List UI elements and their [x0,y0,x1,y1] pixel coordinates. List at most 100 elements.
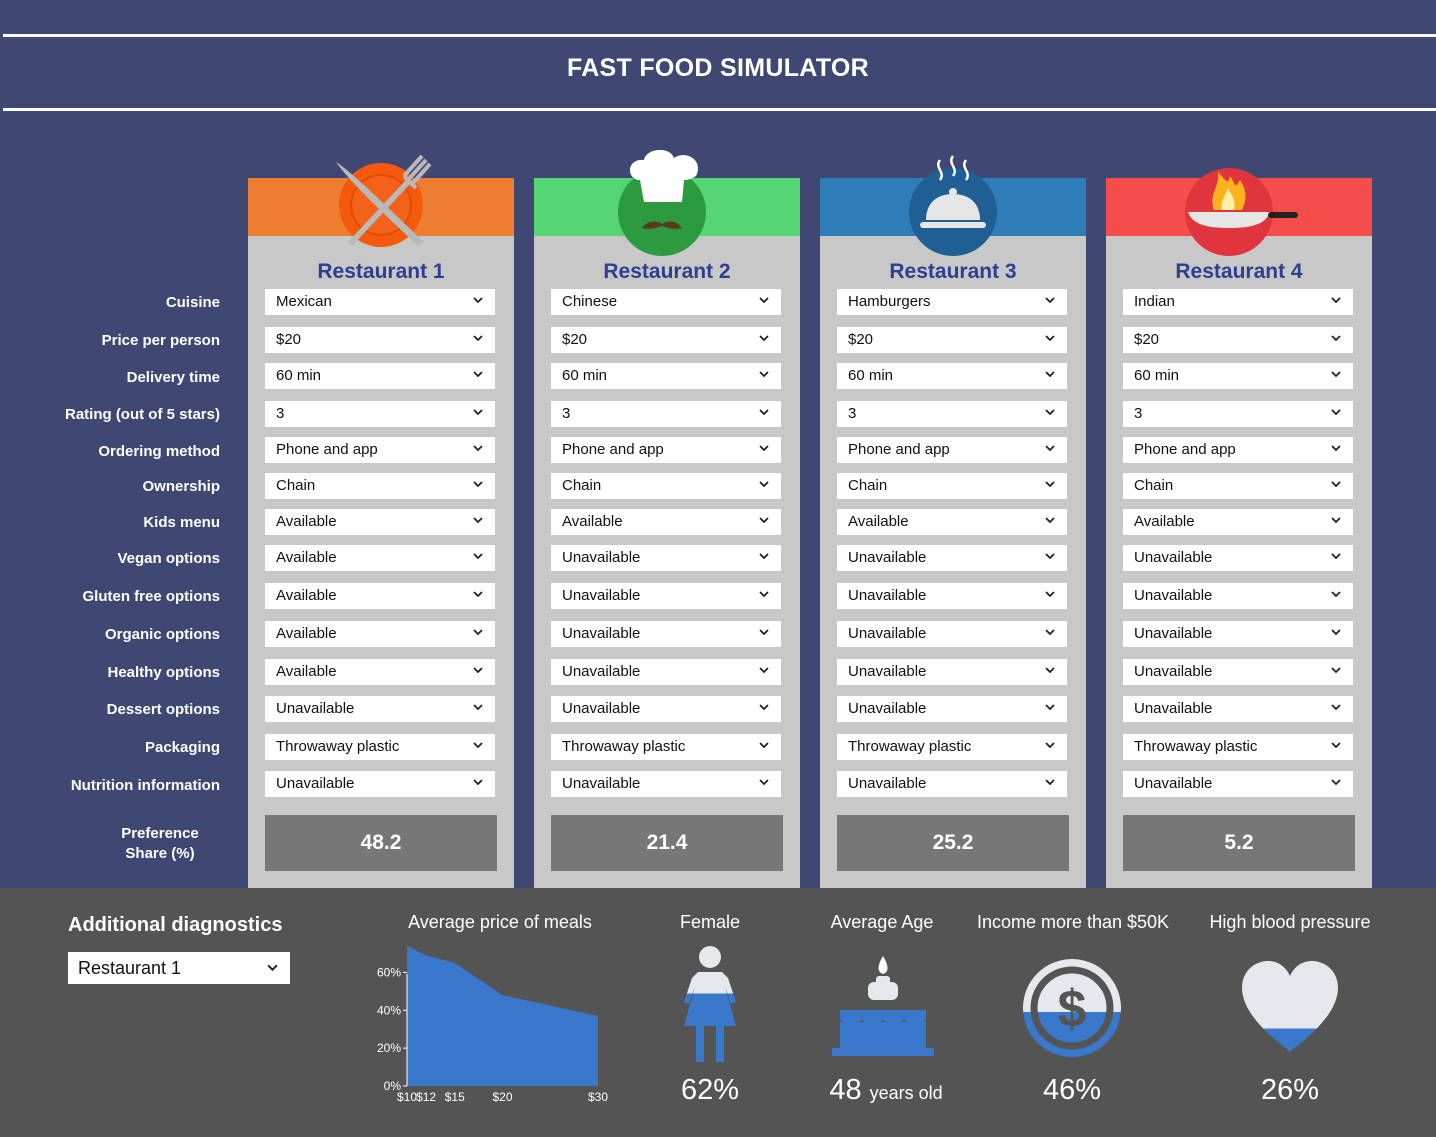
chevron-down-icon [759,445,769,452]
attribute-select[interactable]: Unavailable [551,621,781,647]
attribute-select[interactable]: Available [1123,509,1353,535]
attribute-select[interactable]: Unavailable [1123,545,1353,571]
attribute-select[interactable]: Unavailable [1123,583,1353,609]
attribute-select[interactable]: Phone and app [1123,437,1353,463]
attribute-select-value: Available [1134,513,1195,530]
attribute-select[interactable]: 3 [1123,401,1353,427]
attribute-select[interactable]: Unavailable [551,583,781,609]
attribute-select[interactable]: Unavailable [265,696,495,722]
attribute-select-value: Unavailable [848,587,927,604]
attribute-select[interactable]: Unavailable [837,545,1067,571]
attribute-select-value: 60 min [848,367,894,384]
attribute-select-value: Phone and app [848,441,950,458]
fork-knife-plate-icon [326,150,436,260]
attribute-select[interactable]: Unavailable [551,771,781,797]
chart-x-tick-label: $30 [588,1090,608,1104]
attribute-select[interactable]: Throwaway plastic [551,734,781,760]
female-value: 62% [680,1074,740,1106]
attribute-select-value: Throwaway plastic [276,738,400,755]
attribute-select-value: 60 min [276,367,322,384]
attribute-select[interactable]: Available [265,659,495,685]
attribute-select[interactable]: 3 [265,401,495,427]
attribute-select[interactable]: 60 min [551,363,781,389]
attribute-select[interactable]: Unavailable [1123,771,1353,797]
attribute-select[interactable]: Chain [265,473,495,499]
attribute-select[interactable]: Available [265,545,495,571]
attribute-select[interactable]: $20 [551,327,781,353]
attribute-select[interactable]: Hamburgers [837,289,1067,315]
attribute-select[interactable]: Chain [551,473,781,499]
attribute-select-value: Unavailable [1134,549,1213,566]
chart-y-tick-label: 0% [384,1079,402,1093]
attribute-select[interactable]: 3 [551,401,781,427]
attribute-select-value: Unavailable [1134,663,1213,680]
row-label: Price per person [101,332,220,349]
attribute-select-value: Unavailable [276,700,355,717]
attribute-select[interactable]: $20 [265,327,495,353]
attribute-select-value: Hamburgers [848,293,931,310]
preference-label-line2: Share (%) [125,845,195,862]
attribute-select[interactable]: Available [265,509,495,535]
attribute-select[interactable]: Unavailable [837,583,1067,609]
restaurant-column-1: Restaurant 1 Mexican $20 60 min 3 Phone and a… [248,154,514,888]
attribute-select[interactable]: Indian [1123,289,1353,315]
attribute-select[interactable]: Unavailable [1123,696,1353,722]
attribute-select-value: Phone and app [1134,441,1236,458]
attribute-select-value: 3 [562,405,571,422]
attribute-select[interactable]: Phone and app [265,437,495,463]
attribute-select[interactable]: Unavailable [837,771,1067,797]
attribute-select[interactable]: $20 [1123,327,1353,353]
chevron-down-icon [1331,591,1341,598]
attribute-select[interactable]: Unavailable [1123,659,1353,685]
chevron-down-icon [1045,297,1055,304]
attribute-select-value: $20 [276,331,302,348]
attribute-select[interactable]: Throwaway plastic [837,734,1067,760]
attribute-select[interactable]: Available [265,583,495,609]
blood-pressure-title: High blood pressure [1209,912,1371,932]
attribute-select[interactable]: Phone and app [837,437,1067,463]
attribute-select[interactable]: Available [265,621,495,647]
attribute-select-value: $20 [1134,331,1160,348]
birthday-cake-icon [832,956,934,1056]
attribute-select[interactable]: Phone and app [551,437,781,463]
chart-x-tick-label: $10 [397,1090,417,1104]
attribute-select-value: Unavailable [562,549,641,566]
attribute-select-value: Throwaway plastic [848,738,972,755]
attribute-select[interactable]: Chain [1123,473,1353,499]
restaurant-name: Restaurant 3 [889,260,1017,283]
attribute-select[interactable]: Unavailable [551,545,781,571]
row-label: Cuisine [165,294,220,311]
attribute-select[interactable]: $20 [837,327,1067,353]
preference-share-value: 48.2 [265,815,497,871]
preference-share-value: 21.4 [551,815,783,871]
attribute-select[interactable]: Throwaway plastic [1123,734,1353,760]
chevron-down-icon [759,409,769,416]
attribute-select[interactable]: 3 [837,401,1067,427]
attribute-select[interactable]: Throwaway plastic [265,734,495,760]
attribute-select[interactable]: Unavailable [1123,621,1353,647]
attribute-select[interactable]: Mexican [265,289,495,315]
attribute-select-value: Chain [1134,477,1174,494]
attribute-select[interactable]: Unavailable [837,659,1067,685]
attribute-select-value: Chain [276,477,316,494]
attribute-select[interactable]: Unavailable [837,696,1067,722]
attribute-select[interactable]: Unavailable [837,621,1067,647]
attribute-select[interactable]: 60 min [1123,363,1353,389]
attribute-select[interactable]: Chain [837,473,1067,499]
attribute-select-value: Available [276,549,337,566]
attribute-select[interactable]: 60 min [265,363,495,389]
attribute-select[interactable]: 60 min [837,363,1067,389]
header-bottom-rule [3,108,1436,111]
chevron-down-icon [1045,667,1055,674]
diagnostics-restaurant-select[interactable]: Restaurant 1 [68,952,290,984]
attribute-select[interactable]: Chinese [551,289,781,315]
row-label: Packaging [144,739,220,756]
attribute-select[interactable]: Unavailable [551,696,781,722]
chef-hat-icon [612,149,722,260]
attribute-select-value: Mexican [276,293,332,310]
attribute-select-value: 3 [848,405,857,422]
attribute-select[interactable]: Unavailable [551,659,781,685]
attribute-select[interactable]: Available [837,509,1067,535]
attribute-select[interactable]: Available [551,509,781,535]
attribute-select[interactable]: Unavailable [265,771,495,797]
